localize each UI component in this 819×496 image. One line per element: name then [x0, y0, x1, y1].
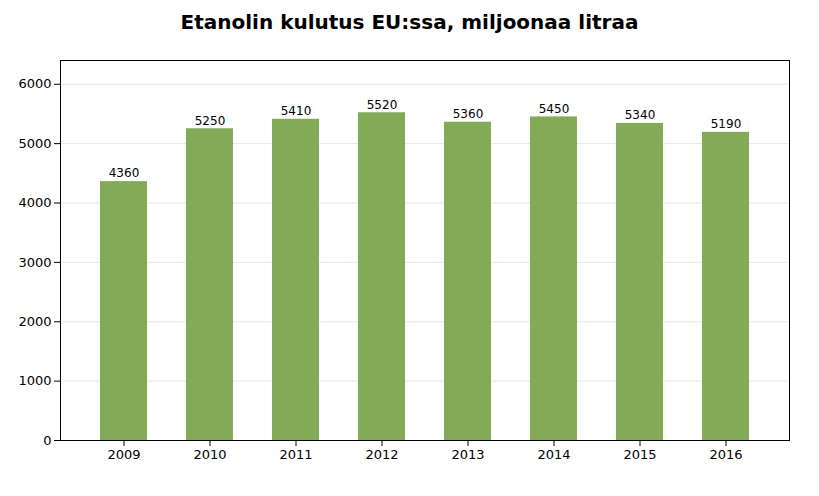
svg-text:0: 0	[43, 433, 51, 448]
svg-text:2015: 2015	[623, 447, 656, 462]
svg-text:2009: 2009	[107, 447, 140, 462]
svg-text:3000: 3000	[18, 255, 51, 270]
svg-text:4000: 4000	[18, 195, 51, 210]
svg-text:5410: 5410	[281, 104, 312, 118]
svg-text:2010: 2010	[193, 447, 226, 462]
html-text:Etanolin kulutus EU:ssa, miljo: Etanolin kulutus EU:ssa, miljoonaa litra…	[180, 10, 639, 34]
svg-text:5340: 5340	[625, 108, 656, 122]
svg-text:5450: 5450	[539, 102, 570, 116]
svg-text:2000: 2000	[18, 314, 51, 329]
svg-text:2011: 2011	[279, 447, 312, 462]
svg-text:1000: 1000	[18, 373, 51, 388]
svg-text:2014: 2014	[537, 447, 570, 462]
svg-text:5360: 5360	[453, 107, 484, 121]
svg-text:5000: 5000	[18, 136, 51, 151]
svg-text:5520: 5520	[367, 98, 398, 112]
svg-text:6000: 6000	[18, 76, 51, 91]
svg-text:2016: 2016	[709, 447, 742, 462]
svg-text:2013: 2013	[451, 447, 484, 462]
svg-text:2012: 2012	[365, 447, 398, 462]
svg-text:5250: 5250	[195, 114, 226, 128]
svg-text:4360: 4360	[109, 166, 140, 180]
svg-text:5190: 5190	[711, 117, 742, 131]
